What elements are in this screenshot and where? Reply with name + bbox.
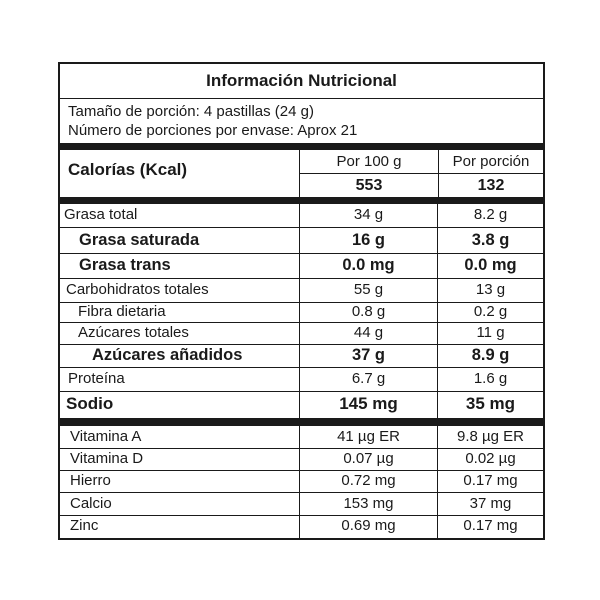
nutrient-label: Hierro [60,471,300,492]
per-100g-value: 0.69 mg [300,516,438,538]
nutrient-label: Grasa trans [60,254,300,278]
per-100g-value: 44 g [300,323,438,344]
micronutrients-section: Vitamina A 41 µg ER 9.8 µg ER Vitamina D 0.0… [60,426,543,538]
per-serving-column: Por porción 132 [439,150,543,197]
nutrient-row: Azúcares añadidos 37 g 8.9 g [60,345,543,368]
nutrient-label: Azúcares totales [60,323,300,344]
nutrient-label: Vitamina A [60,426,300,448]
serving-size: Tamaño de porción: 4 pastillas (24 g) [68,103,314,120]
nutrient-label: Grasa saturada [60,228,300,253]
per-100g-value: 41 µg ER [300,426,438,448]
per-serving-header: Por porción [439,150,543,174]
per-100g-column: Por 100 g 553 [300,150,439,197]
nutrient-label: Azúcares añadidos [60,345,300,367]
per-100g-value: 145 mg [300,392,438,418]
nutrition-facts-table: Información Nutricional Tamaño de porció… [58,62,545,540]
thick-divider [60,418,543,426]
nutrient-row: Carbohidratos totales 55 g 13 g [60,279,543,303]
nutrient-row: Grasa trans 0.0 mg 0.0 mg [60,254,543,279]
nutrient-label: Zinc [60,516,300,538]
per-serving-value: 1.6 g [473,370,508,387]
per-100g-value: 0.07 µg [300,449,438,470]
per-serving-value: 8.2 g [473,206,508,223]
per-serving-value: 35 mg [465,394,516,413]
calories-per-100g: 553 [355,177,383,194]
per-serving-value: 9.8 µg ER [456,428,524,445]
nutrient-label: Fibra dietaria [60,303,300,322]
per-serving-value: 0.0 mg [464,256,517,274]
calories-label: Calorías (Kcal) [60,150,300,197]
per-100g-value: 153 mg [300,493,438,515]
per-serving-value: 13 g [475,281,506,298]
per-serving-value: 37 mg [469,495,512,512]
nutrient-label: Grasa total [60,204,300,227]
per-serving-value: 0.17 mg [463,472,518,489]
nutrient-row: Grasa total 34 g 8.2 g [60,204,543,228]
per-serving-value: 0.02 µg [465,450,516,467]
nutrient-row: Sodio 145 mg 35 mg [60,392,543,418]
nutrient-row: Zinc 0.69 mg 0.17 mg [60,516,543,538]
nutrient-label: Proteína [60,368,300,391]
nutrient-label: Sodio [60,392,300,418]
per-100g-value: 34 g [300,204,438,227]
servings-per-container: Número de porciones por envase: Aprox 21 [68,122,358,139]
per-serving-value: 11 g [476,324,505,341]
nutrient-row: Fibra dietaria 0.8 g 0.2 g [60,303,543,323]
per-100g-header: Por 100 g [300,150,438,174]
per-100g-value: 0.72 mg [300,471,438,492]
nutrient-label: Carbohidratos totales [60,279,300,302]
per-100g-value: 16 g [300,228,438,253]
per-100g-value: 0.8 g [300,303,438,322]
nutrient-row: Grasa saturada 16 g 3.8 g [60,228,543,254]
nutrient-row: Azúcares totales 44 g 11 g [60,323,543,345]
per-serving-value: 0.2 g [473,303,508,320]
serving-info: Tamaño de porción: 4 pastillas (24 g) Nú… [60,99,543,143]
nutrient-row: Hierro 0.72 mg 0.17 mg [60,471,543,493]
nutrient-row: Vitamina A 41 µg ER 9.8 µg ER [60,426,543,449]
per-serving-value: 3.8 g [471,231,510,249]
nutrients-section: Grasa total 34 g 8.2 g Grasa saturada 16 g 3.… [60,204,543,418]
calories-per-serving: 132 [477,177,505,194]
nutrient-label: Vitamina D [60,449,300,470]
per-100g-value: 55 g [300,279,438,302]
per-100g-value: 37 g [300,345,438,367]
calories-row: Calorías (Kcal) Por 100 g 553 Por porció… [60,150,543,197]
thick-divider [60,197,543,204]
thick-divider [60,143,543,150]
per-100g-value: 6.7 g [300,368,438,391]
nutrient-label: Calcio [60,493,300,515]
nutrient-row: Calcio 153 mg 37 mg [60,493,543,516]
table-title: Información Nutricional [60,64,543,99]
nutrient-row: Proteína 6.7 g 1.6 g [60,368,543,392]
per-serving-value: 8.9 g [471,346,510,364]
per-100g-value: 0.0 mg [300,254,438,278]
per-serving-value: 0.17 mg [463,517,518,534]
nutrient-row: Vitamina D 0.07 µg 0.02 µg [60,449,543,471]
